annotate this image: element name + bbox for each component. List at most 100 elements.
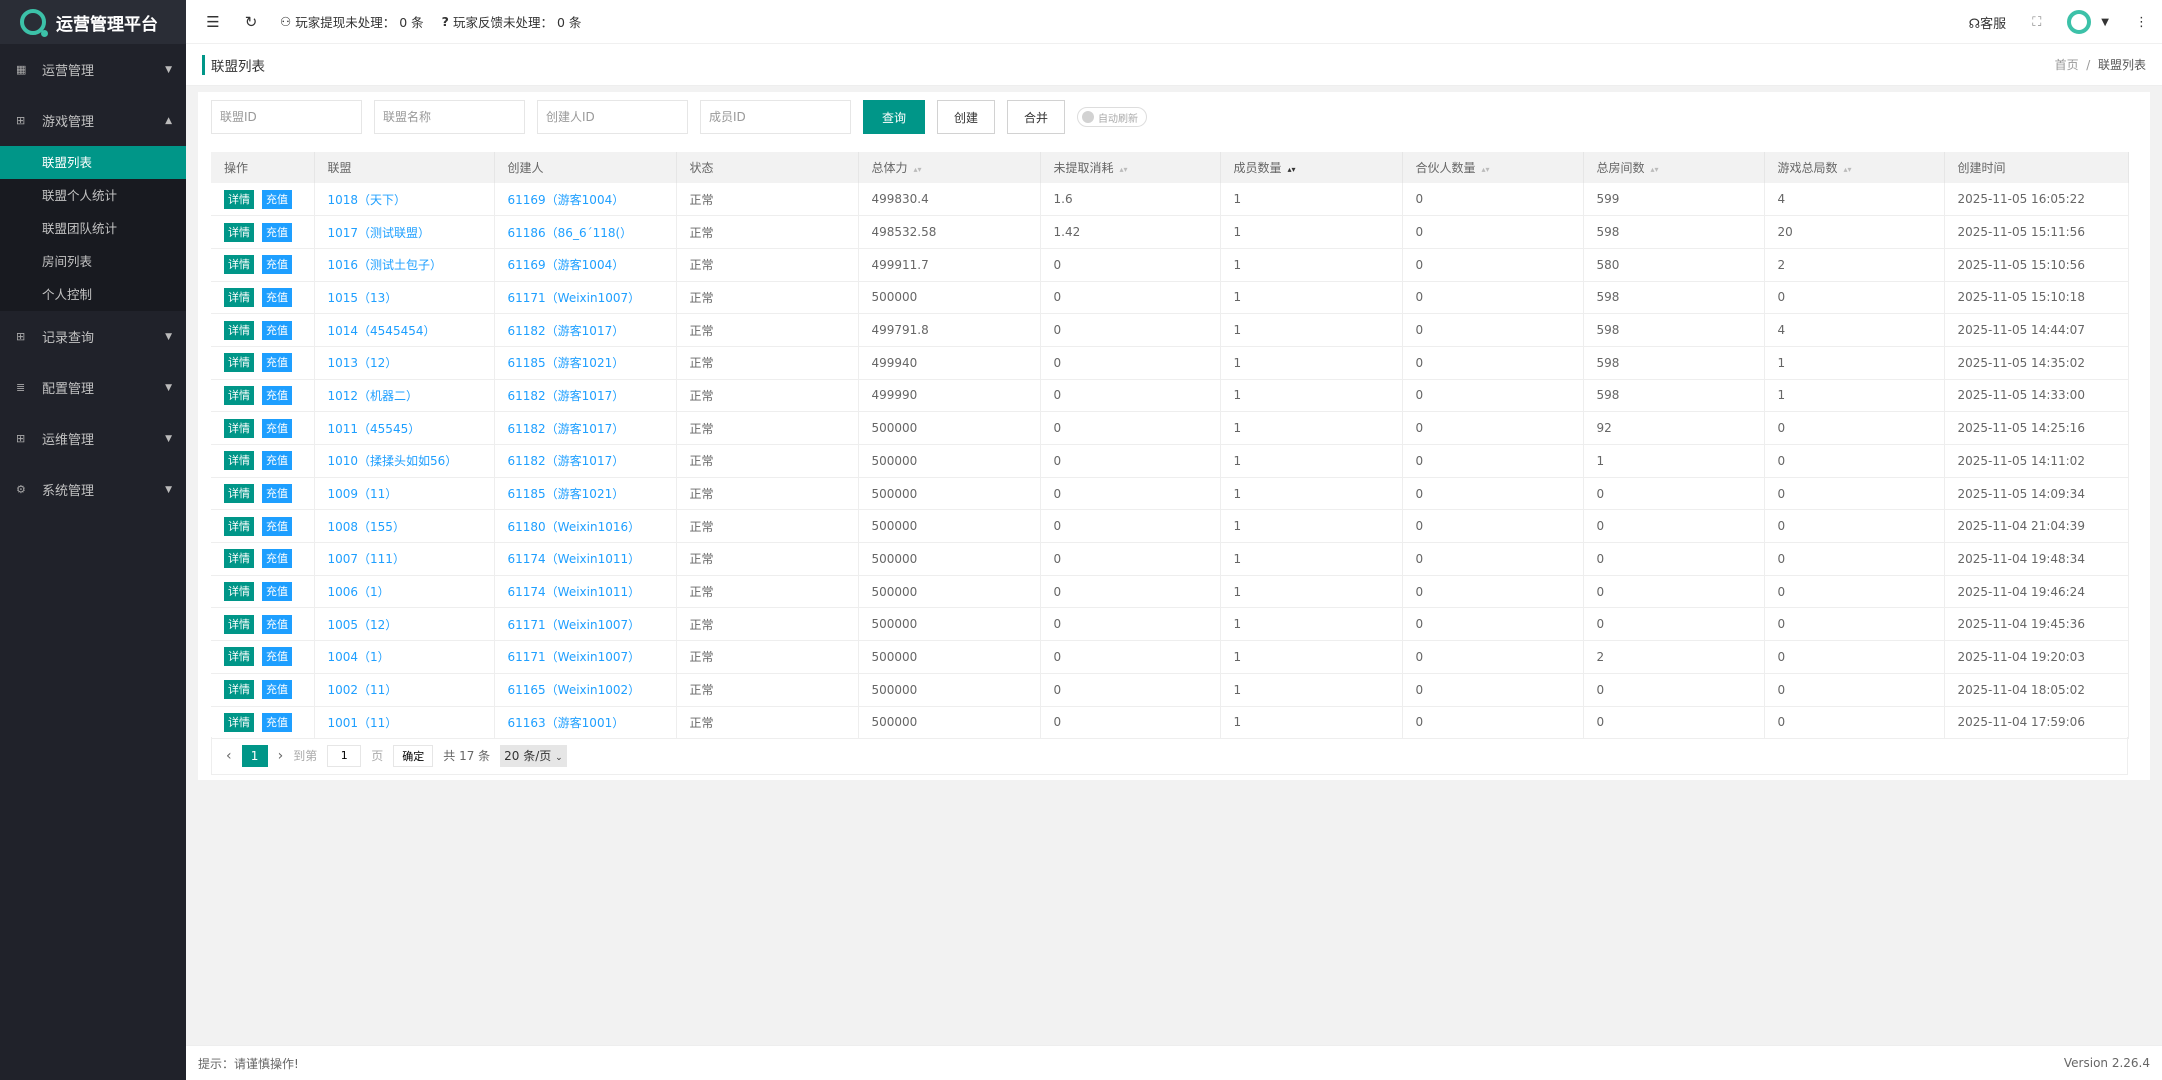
breadcrumb-home[interactable]: 首页 (2054, 58, 2079, 72)
cell-1[interactable]: 1011（45545） (314, 411, 495, 445)
detail-button[interactable]: 详情 (224, 320, 254, 340)
refresh-icon[interactable]: ↻ (244, 12, 258, 31)
cell-1[interactable]: 1016（测试土包子） (314, 248, 495, 282)
recharge-button[interactable]: 充值 (262, 516, 292, 536)
recharge-button[interactable]: 充值 (262, 287, 292, 307)
cell-2[interactable]: 61186（86_6´118(） (494, 215, 677, 249)
column-header-9[interactable]: 游戏总局数 ▴▾ (1764, 152, 1945, 183)
recharge-button[interactable]: 充值 (262, 189, 292, 209)
column-header-4[interactable]: 总体力 ▴▾ (858, 152, 1041, 183)
goto-page-input[interactable] (327, 744, 362, 767)
cell-2[interactable]: 61182（游客1017） (494, 379, 677, 413)
sidebar-subitem-3[interactable]: 房间列表 (42, 254, 93, 269)
cell-2[interactable]: 61171（Weixin1007） (494, 607, 677, 642)
recharge-button[interactable]: 充值 (262, 255, 292, 275)
recharge-button[interactable]: 充值 (262, 614, 292, 634)
sidebar-subitem-4[interactable]: 个人控制 (42, 287, 93, 302)
collapse-menu-icon[interactable]: ☰ (206, 12, 220, 31)
cell-2[interactable]: 61185（游客1021） (494, 346, 677, 380)
cell-1[interactable]: 1008（155） (314, 509, 495, 544)
recharge-button[interactable]: 充值 (262, 320, 292, 340)
recharge-button[interactable]: 充值 (262, 484, 292, 504)
more-icon[interactable]: ⋮ (2135, 14, 2148, 30)
detail-button[interactable]: 详情 (224, 451, 254, 471)
creator-id-input[interactable] (537, 100, 688, 134)
next-page-icon[interactable]: › (277, 747, 284, 764)
cell-1[interactable]: 1010（揉揉头如如56） (314, 444, 495, 478)
sidebar-item-0[interactable]: ▦ 运营管理 ▼ (0, 44, 186, 95)
goto-confirm-button[interactable]: 确定 (393, 744, 434, 767)
column-header-6[interactable]: 成员数量 ▴▾ (1220, 152, 1403, 183)
recharge-button[interactable]: 充值 (262, 222, 292, 242)
cell-2[interactable]: 61163（游客1001） (494, 706, 677, 740)
sort-icon[interactable]: ▴▾ (913, 165, 922, 174)
detail-button[interactable]: 详情 (224, 385, 254, 405)
sort-icon[interactable]: ▴▾ (1119, 165, 1128, 174)
alliance-id-input[interactable] (211, 100, 362, 134)
cell-2[interactable]: 61165（Weixin1002） (494, 673, 677, 707)
column-header-8[interactable]: 总房间数 ▴▾ (1583, 152, 1765, 183)
cell-1[interactable]: 1002（11） (314, 673, 495, 707)
cell-1[interactable]: 1005（12） (314, 607, 495, 642)
detail-button[interactable]: 详情 (224, 582, 254, 602)
detail-button[interactable]: 详情 (224, 549, 254, 569)
prev-page-icon[interactable]: ‹ (226, 747, 232, 764)
cell-1[interactable]: 1004（1） (314, 640, 495, 674)
user-menu[interactable]: ▼ (2067, 10, 2109, 34)
column-header-5[interactable]: 未提取消耗 ▴▾ (1040, 152, 1221, 183)
cell-2[interactable]: 61182（游客1017） (494, 444, 677, 478)
recharge-button[interactable]: 充值 (262, 385, 292, 405)
cell-1[interactable]: 1013（12） (314, 346, 495, 380)
detail-button[interactable]: 详情 (224, 418, 254, 438)
sort-icon[interactable]: ▴▾ (1650, 165, 1659, 174)
cell-2[interactable]: 61174（Weixin1011） (494, 575, 677, 609)
cell-2[interactable]: 61174（Weixin1011） (494, 542, 677, 576)
auto-refresh-toggle[interactable]: 自动刷新 (1077, 107, 1148, 127)
sidebar-subitem-0[interactable]: 联盟列表 (0, 146, 186, 179)
fullscreen-icon[interactable]: ⛶ (2032, 14, 2042, 30)
sidebar-item-2[interactable]: ⊞ 记录查询 ▼ (0, 311, 186, 362)
detail-button[interactable]: 详情 (224, 353, 254, 373)
detail-button[interactable]: 详情 (224, 680, 254, 700)
cell-2[interactable]: 61180（Weixin1016） (494, 509, 677, 544)
logo[interactable]: 运营管理平台 (0, 0, 186, 44)
query-button[interactable]: 查询 (863, 100, 926, 134)
cell-1[interactable]: 1018（天下） (314, 183, 495, 217)
cell-1[interactable]: 1009（11） (314, 477, 495, 511)
detail-button[interactable]: 详情 (224, 614, 254, 634)
column-header-7[interactable]: 合伙人数量 ▴▾ (1402, 152, 1584, 183)
cell-1[interactable]: 1015（13） (314, 281, 495, 315)
cell-2[interactable]: 61182（游客1017） (494, 411, 677, 445)
page-1-button[interactable]: 1 (241, 744, 268, 767)
sidebar-subitem-2[interactable]: 联盟团队统计 (42, 221, 118, 236)
cell-1[interactable]: 1006（1） (314, 575, 495, 609)
create-button[interactable]: 创建 (937, 100, 996, 134)
cell-2[interactable]: 61185（游客1021） (494, 477, 677, 511)
detail-button[interactable]: 详情 (224, 189, 254, 209)
cell-1[interactable]: 1007（111） (314, 542, 495, 576)
sidebar-subitem-1[interactable]: 联盟个人统计 (42, 188, 118, 203)
recharge-button[interactable]: 充值 (262, 418, 292, 438)
detail-button[interactable]: 详情 (224, 255, 254, 275)
sidebar-item-5[interactable]: ⚙ 系统管理 ▼ (0, 464, 186, 515)
sort-icon[interactable]: ▴▾ (1843, 165, 1852, 174)
cell-1[interactable]: 1001（11） (314, 706, 495, 740)
detail-button[interactable]: 详情 (224, 222, 254, 242)
sort-icon[interactable]: ▴▾ (1481, 165, 1490, 174)
recharge-button[interactable]: 充值 (262, 680, 292, 700)
cell-1[interactable]: 1014（4545454） (314, 313, 495, 347)
sidebar-item-1[interactable]: ⊞ 游戏管理 ▲ (0, 95, 186, 146)
withdraw-notice[interactable]: ⚇ 玩家提现未处理： 0 条 (280, 14, 424, 30)
cell-2[interactable]: 61182（游客1017） (494, 313, 677, 347)
cell-2[interactable]: 61169（游客1004） (494, 183, 677, 217)
recharge-button[interactable]: 充值 (262, 582, 292, 602)
alliance-name-input[interactable] (374, 100, 525, 134)
sort-icon[interactable]: ▴▾ (1287, 165, 1296, 174)
recharge-button[interactable]: 充值 (262, 353, 292, 373)
feedback-notice[interactable]: ? 玩家反馈未处理： 0 条 (441, 14, 582, 30)
cell-2[interactable]: 61171（Weixin1007） (494, 281, 677, 315)
cell-2[interactable]: 61169（游客1004） (494, 248, 677, 282)
detail-button[interactable]: 详情 (224, 647, 254, 667)
sidebar-item-4[interactable]: ⊞ 运维管理 ▼ (0, 413, 186, 464)
sidebar-item-3[interactable]: ≣ 配置管理 ▼ (0, 362, 186, 413)
